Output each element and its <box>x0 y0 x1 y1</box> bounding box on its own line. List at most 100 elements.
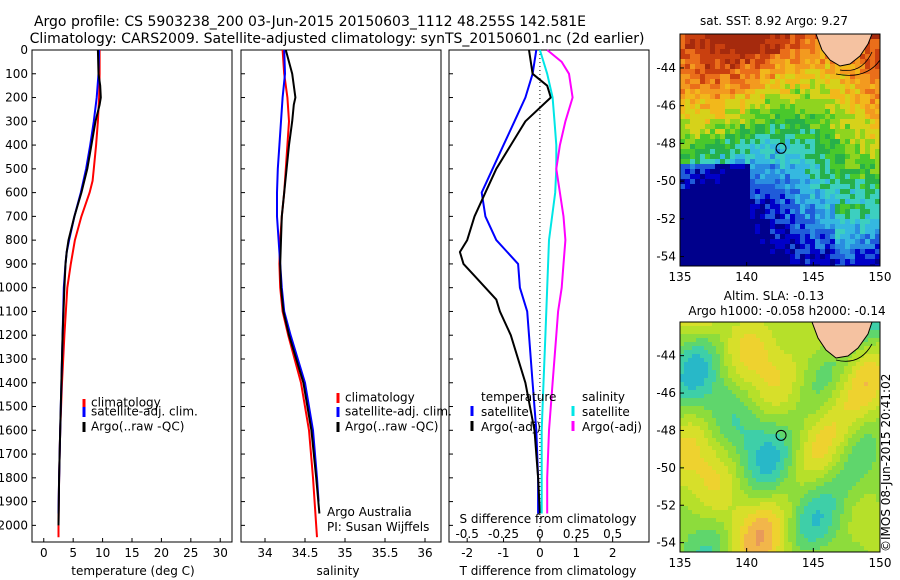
sst-pixel <box>825 214 830 219</box>
sst-pixel <box>740 109 745 114</box>
sla-pixel <box>808 450 812 454</box>
sst-pixel <box>855 179 860 184</box>
sla-pixel <box>796 454 800 458</box>
sla-pixel <box>692 414 696 418</box>
sla-pixel <box>832 494 836 498</box>
sst-pixel <box>710 99 715 104</box>
sst-pixel <box>835 199 840 204</box>
sst-pixel <box>710 154 715 159</box>
sla-pixel <box>856 490 860 494</box>
sla-pixel <box>820 358 824 362</box>
sla-pixel <box>692 550 696 552</box>
sst-pixel <box>860 179 865 184</box>
sla-pixel <box>864 550 868 552</box>
sla-pixel <box>704 494 708 498</box>
sst-pixel <box>690 89 695 94</box>
sla-pixel <box>860 506 864 510</box>
sla-pixel <box>768 358 772 362</box>
sst-pixel <box>770 209 775 214</box>
sla-pixel <box>876 326 880 330</box>
sst-pixel <box>840 79 845 84</box>
sla-pixel <box>808 386 812 390</box>
sla-pixel <box>680 378 684 382</box>
sla-pixel <box>720 466 724 470</box>
sla-pixel <box>820 490 824 494</box>
sst-pixel <box>750 44 755 49</box>
sla-pixel <box>688 414 692 418</box>
sst-pixel <box>750 104 755 109</box>
sla-pixel <box>804 450 808 454</box>
sla-pixel <box>684 418 688 422</box>
sst-pixel <box>720 74 725 79</box>
sst-pixel <box>790 94 795 99</box>
sst-pixel <box>705 189 710 194</box>
sla-pixel <box>680 398 684 402</box>
sla-pixel <box>788 418 792 422</box>
sla-pixel <box>708 410 712 414</box>
sst-pixel <box>765 209 770 214</box>
sla-pixel <box>764 486 768 490</box>
sst-pixel <box>800 84 805 89</box>
sla-pixel <box>812 494 816 498</box>
sla-pixel <box>824 498 828 502</box>
sla-pixel <box>808 522 812 526</box>
sla-pixel <box>724 498 728 502</box>
sla-pixel <box>824 374 828 378</box>
sla-pixel <box>744 446 748 450</box>
sla-pixel <box>692 434 696 438</box>
sla-pixel <box>708 470 712 474</box>
sst-pixel <box>735 189 740 194</box>
sla-pixel <box>776 478 780 482</box>
sst-pixel <box>865 219 870 224</box>
sst-pixel <box>725 244 730 249</box>
sst-pixel <box>755 169 760 174</box>
sla-pixel <box>764 370 768 374</box>
sla-pixel <box>852 402 856 406</box>
sla-pixel <box>836 446 840 450</box>
sst-pixel <box>820 104 825 109</box>
sla-pixel <box>856 498 860 502</box>
sst-pixel <box>695 124 700 129</box>
sla-pixel <box>744 522 748 526</box>
sla-pixel <box>720 474 724 478</box>
sla-pixel <box>824 506 828 510</box>
sla-pixel <box>708 474 712 478</box>
sst-pixel <box>830 174 835 179</box>
sla-pixel <box>716 474 720 478</box>
sst-pixel <box>850 134 855 139</box>
sla-pixel <box>696 494 700 498</box>
sla-pixel <box>852 466 856 470</box>
sla-pixel <box>708 434 712 438</box>
sla-pixel <box>732 454 736 458</box>
sla-pixel <box>820 542 824 546</box>
sla-pixel <box>712 382 716 386</box>
sla-pixel <box>720 342 724 346</box>
sla-pixel <box>828 414 832 418</box>
sla-pixel <box>808 406 812 410</box>
sla-pixel <box>712 450 716 454</box>
sla-pixel <box>760 466 764 470</box>
sla-pixel <box>684 426 688 430</box>
sst-pixel <box>875 54 880 59</box>
sst-pixel <box>875 59 880 64</box>
sst-pixel <box>835 209 840 214</box>
sla-pixel <box>708 502 712 506</box>
sst-pixel <box>720 189 725 194</box>
sst-pixel <box>725 64 730 69</box>
sla-pixel <box>832 410 836 414</box>
sla-pixel <box>708 482 712 486</box>
sla-pixel <box>868 462 872 466</box>
sst-pixel <box>755 99 760 104</box>
sst-pixel <box>835 249 840 254</box>
sla-pixel <box>684 498 688 502</box>
sla-pixel <box>828 362 832 366</box>
sla-pixel <box>768 398 772 402</box>
sst-pixel <box>780 49 785 54</box>
sla-pixel <box>876 466 880 470</box>
sla-pixel <box>744 382 748 386</box>
sst-pixel <box>700 49 705 54</box>
sla-pixel <box>712 434 716 438</box>
sla-pixel <box>728 542 732 546</box>
sla-pixel <box>740 446 744 450</box>
